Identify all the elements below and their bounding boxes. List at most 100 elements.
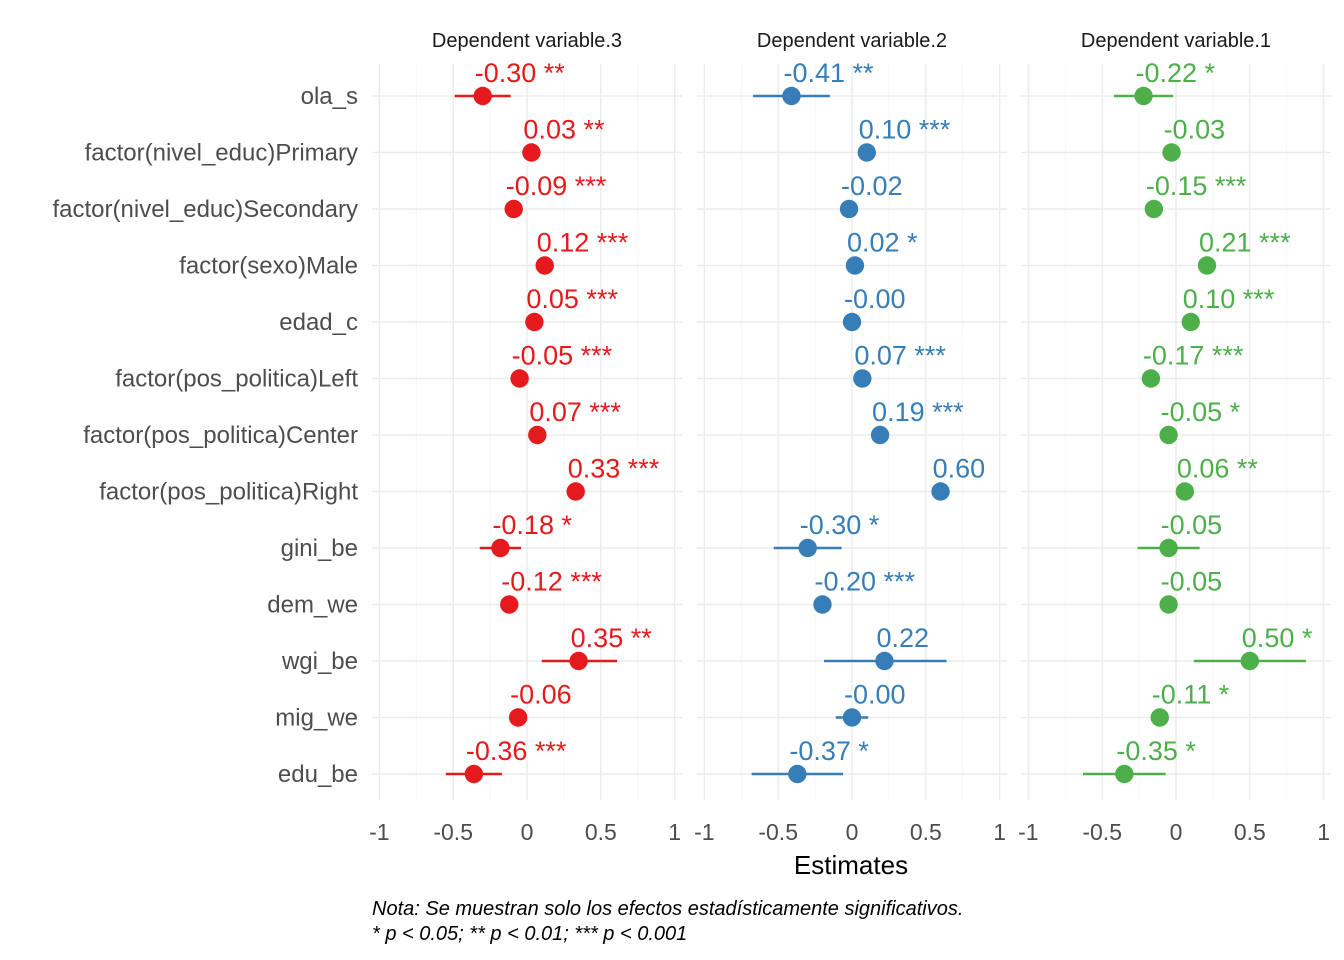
estimate-label: -0.35 * <box>1116 736 1196 766</box>
panel-marks: -0.22 * -0.03 -0.15 *** 0.21 *** 0.10 *** -0.… <box>1083 58 1313 784</box>
estimate-label: 0.60 <box>933 454 986 484</box>
estimate-point <box>1175 482 1195 501</box>
estimate-label: -0.06 <box>510 680 572 710</box>
x-tick-label: 1 <box>668 819 681 845</box>
estimate-point <box>788 764 807 784</box>
estimate-label: 0.03 ** <box>523 115 605 145</box>
panel-title: Dependent variable.2 <box>757 30 947 52</box>
term-label: edu_be <box>278 761 358 788</box>
panel-title: Dependent variable.3 <box>432 30 622 52</box>
estimate-point <box>870 425 890 445</box>
estimate-point <box>853 369 872 388</box>
term-label: gini_be <box>281 535 358 562</box>
x-tick-label: -1 <box>1018 819 1038 845</box>
term-label: ola_s <box>301 83 358 110</box>
term-label: factor(pos_politica)Left <box>115 366 358 393</box>
estimate-point <box>473 86 492 106</box>
estimate-label: -0.20 *** <box>814 567 915 597</box>
estimate-label: 0.10 *** <box>1183 284 1275 314</box>
term-labels: ola_s factor(nivel_educ)Primary factor(niv… <box>53 83 359 788</box>
estimate-label: 0.07 *** <box>529 397 621 427</box>
estimate-point <box>1240 651 1260 671</box>
estimate-label: -0.05 *** <box>512 341 613 371</box>
estimate-point <box>1159 425 1178 445</box>
estimate-point <box>1162 143 1181 162</box>
estimate-label: -0.05 * <box>1161 397 1241 427</box>
estimate-point <box>464 764 484 784</box>
estimate-label: -0.05 <box>1161 510 1223 540</box>
x-tick-label: 0 <box>846 819 859 845</box>
x-tick-labels: -1 -0.5 0 0.5 1 -1 -0.5 0 0.5 1 -1 -0.5 0 0.5 1 <box>369 819 1330 845</box>
estimate-label: 0.22 <box>876 623 929 653</box>
estimate-point <box>813 595 832 614</box>
estimate-label: 0.19 *** <box>872 397 964 427</box>
x-tick-label: -1 <box>369 819 389 845</box>
estimate-marks: -0.30 ** 0.03 ** -0.09 *** 0.12 *** 0.05 ***… <box>445 58 1313 784</box>
x-axis-title: Estimates <box>794 850 908 880</box>
estimate-label: -0.15 *** <box>1146 171 1247 201</box>
term-label: factor(pos_politica)Center <box>83 422 358 449</box>
estimate-point <box>798 538 817 558</box>
estimate-point <box>842 708 862 727</box>
estimate-label: -0.05 <box>1161 567 1223 597</box>
term-label: mig_we <box>275 705 358 732</box>
estimate-point <box>510 369 529 388</box>
estimate-label: 0.02 * <box>847 228 918 258</box>
estimate-point <box>491 538 510 558</box>
estimate-label: -0.30 * <box>800 510 880 540</box>
x-tick-label: 0.5 <box>585 819 617 845</box>
estimate-point <box>522 143 541 162</box>
estimate-point <box>566 482 585 501</box>
estimate-point <box>1115 764 1134 784</box>
estimate-point <box>1159 538 1178 558</box>
estimate-label: -0.41 ** <box>783 58 874 88</box>
estimate-label: 0.12 *** <box>537 228 629 258</box>
x-tick-label: 0.5 <box>1234 819 1266 845</box>
term-label: factor(sexo)Male <box>179 253 358 280</box>
estimate-label: -0.12 *** <box>501 567 602 597</box>
x-tick-label: 0 <box>521 819 534 845</box>
estimate-point <box>1150 708 1169 727</box>
estimate-point <box>1197 256 1217 275</box>
x-tick-label: 0 <box>1170 819 1183 845</box>
term-label: factor(pos_politica)Right <box>99 479 358 506</box>
x-tick-label: -0.5 <box>433 819 473 845</box>
x-tick-label: -1 <box>694 819 714 845</box>
panel-marks: -0.30 ** 0.03 ** -0.09 *** 0.12 *** 0.05 ***… <box>445 58 660 784</box>
estimate-point <box>535 256 554 275</box>
estimate-point <box>1141 369 1161 388</box>
panel-title: Dependent variable.1 <box>1081 30 1271 52</box>
term-label: dem_we <box>267 592 358 619</box>
estimate-label: 0.10 *** <box>859 115 951 145</box>
estimate-label: -0.03 <box>1164 115 1226 145</box>
estimate-point <box>500 595 519 614</box>
term-label: edad_c <box>279 309 358 336</box>
estimate-label: -0.11 * <box>1152 680 1230 710</box>
estimate-label: -0.02 <box>841 171 903 201</box>
estimate-label: -0.30 ** <box>475 58 566 88</box>
estimate-label: 0.35 ** <box>571 623 653 653</box>
estimate-label: -0.09 *** <box>506 171 607 201</box>
estimate-point <box>1159 595 1178 614</box>
estimate-point <box>875 651 894 671</box>
estimate-label: 0.06 ** <box>1177 454 1259 484</box>
estimate-point <box>1144 199 1164 219</box>
estimate-label: 0.33 *** <box>568 454 660 484</box>
x-tick-label: 1 <box>993 819 1006 845</box>
term-label: wgi_be <box>281 648 358 675</box>
estimate-point <box>782 86 801 106</box>
estimate-label: 0.07 *** <box>854 341 946 371</box>
panel-titles: Dependent variable.3 Dependent variable.2… <box>432 30 1271 52</box>
x-tick-label: 0.5 <box>910 819 942 845</box>
estimate-label: -0.17 *** <box>1143 341 1244 371</box>
estimate-label: -0.36 *** <box>466 736 567 766</box>
estimate-point <box>845 256 865 275</box>
estimate-point <box>857 143 876 162</box>
estimate-point <box>504 199 523 219</box>
estimate-point <box>508 708 528 727</box>
estimate-label: 0.05 *** <box>526 284 618 314</box>
x-tick-label: -0.5 <box>1082 819 1122 845</box>
estimate-point <box>839 199 859 219</box>
x-tick-label: 1 <box>1317 819 1330 845</box>
estimate-label: 0.21 *** <box>1199 228 1291 258</box>
